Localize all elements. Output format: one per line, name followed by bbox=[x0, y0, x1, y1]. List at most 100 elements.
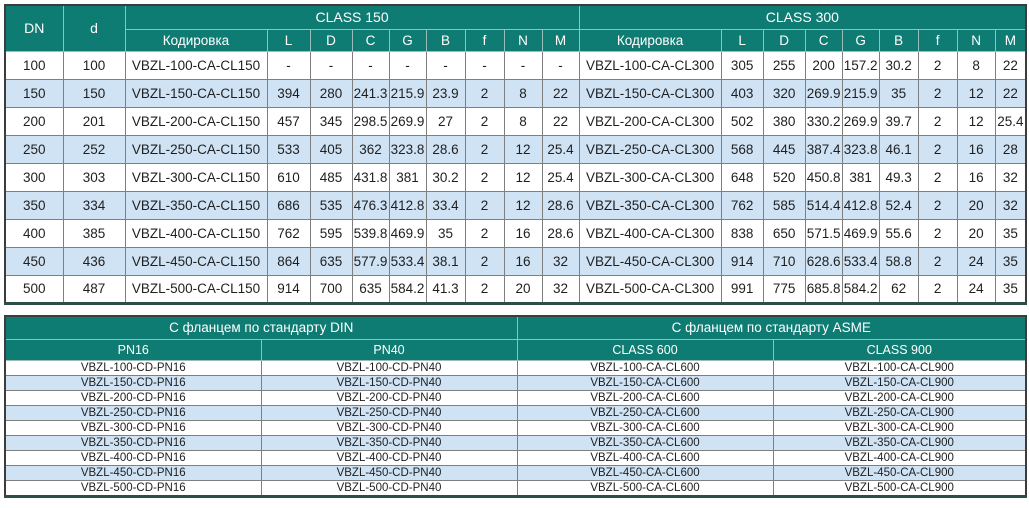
code-cell: VBZL-400-CA-CL150 bbox=[124, 218, 268, 248]
code-cell: VBZL-400-CA-CL900 bbox=[772, 450, 1027, 466]
table-row: 450 436 VBZL-450-CA-CL150 864 635 577.9 533.4 3… bbox=[4, 246, 1027, 276]
code-cell: VBZL-150-CD-PN16 bbox=[4, 375, 262, 391]
dim-cell: 32 bbox=[994, 190, 1027, 220]
dim-cell: 33.4 bbox=[425, 190, 466, 220]
code-cell: VBZL-350-CA-CL300 bbox=[578, 190, 722, 220]
code-cell: VBZL-200-CA-CL600 bbox=[516, 390, 774, 406]
table-row: VBZL-400-CD-PN16 VBZL-400-CD-PN40 VBZL-400… bbox=[4, 450, 1027, 466]
dim-cell: 16 bbox=[956, 162, 996, 192]
dim-cell: 12 bbox=[503, 190, 543, 220]
dim-cell: 381 bbox=[388, 162, 427, 192]
dim-cell: 28 bbox=[994, 134, 1027, 164]
flange-codes-table-body: VBZL-100-CD-PN16 VBZL-100-CD-PN40 VBZL-100… bbox=[4, 360, 1027, 497]
dim-cell: - bbox=[503, 50, 543, 80]
code-cell: VBZL-250-CA-CL150 bbox=[124, 134, 268, 164]
dim-cell: 35 bbox=[994, 218, 1027, 248]
header-c-class300: C bbox=[804, 28, 843, 52]
header-class600: CLASS 600 bbox=[516, 339, 774, 361]
dn-cell: 200 bbox=[4, 106, 64, 136]
dim-cell: 25.4 bbox=[994, 106, 1027, 136]
header-b-class150: B bbox=[425, 28, 466, 52]
header-group-din: С фланцем по стандарту DIN bbox=[4, 314, 518, 340]
d-cell: 303 bbox=[62, 162, 126, 192]
table-row: VBZL-200-CD-PN16 VBZL-200-CD-PN40 VBZL-200… bbox=[4, 390, 1027, 406]
code-cell: VBZL-450-CA-CL600 bbox=[516, 465, 774, 481]
dim-cell: - bbox=[464, 50, 505, 80]
dim-cell: 24 bbox=[956, 274, 996, 304]
dim-cell: 49.3 bbox=[878, 162, 919, 192]
code-cell: VBZL-200-CD-PN40 bbox=[260, 390, 518, 406]
dim-cell: 30.2 bbox=[425, 162, 466, 192]
code-cell: VBZL-350-CA-CL900 bbox=[772, 435, 1027, 451]
code-cell: VBZL-500-CA-CL300 bbox=[578, 274, 722, 304]
dim-cell: 394 bbox=[266, 78, 311, 108]
dim-cell: 55.6 bbox=[878, 218, 919, 248]
dim-cell: 41.3 bbox=[425, 274, 466, 304]
dim-cell: 445 bbox=[762, 134, 806, 164]
dim-cell: 2 bbox=[917, 50, 958, 80]
dim-cell: 23.9 bbox=[425, 78, 466, 108]
dim-cell: 38.1 bbox=[425, 246, 466, 276]
table-row: VBZL-450-CD-PN16 VBZL-450-CD-PN40 VBZL-450… bbox=[4, 465, 1027, 481]
dim-cell: 485 bbox=[309, 162, 353, 192]
table-row: 400 385 VBZL-400-CA-CL150 762 595 539.8 469.9 3… bbox=[4, 218, 1027, 248]
dim-cell: 32 bbox=[541, 274, 580, 304]
dim-cell: 269.9 bbox=[804, 78, 843, 108]
dim-cell: - bbox=[266, 50, 311, 80]
dim-cell: - bbox=[351, 50, 390, 80]
header-code-class300: Кодировка bbox=[578, 28, 722, 52]
dim-cell: 577.9 bbox=[351, 246, 390, 276]
dim-cell: 58.8 bbox=[878, 246, 919, 276]
dim-cell: 403 bbox=[720, 78, 764, 108]
dim-cell: 584.2 bbox=[841, 274, 880, 304]
code-cell: VBZL-150-CA-CL150 bbox=[124, 78, 268, 108]
code-cell: VBZL-250-CA-CL900 bbox=[772, 405, 1027, 421]
dim-cell: 22 bbox=[994, 78, 1027, 108]
d-cell: 487 bbox=[62, 274, 126, 304]
table-row: 150 150 VBZL-150-CA-CL150 394 280 241.3 215.9 2… bbox=[4, 78, 1027, 108]
dim-cell: 241.3 bbox=[351, 78, 390, 108]
dim-cell: 28.6 bbox=[541, 218, 580, 248]
code-cell: VBZL-300-CD-PN40 bbox=[260, 420, 518, 436]
dim-cell: 914 bbox=[266, 274, 311, 304]
dimensions-table: DN d CLASS 150 CLASS 300 Кодировка L D C… bbox=[4, 4, 1028, 305]
header-m-class300: M bbox=[994, 28, 1027, 52]
dim-cell: 345 bbox=[309, 106, 353, 136]
dim-cell: 330.2 bbox=[804, 106, 843, 136]
dim-cell: 595 bbox=[309, 218, 353, 248]
dim-cell: 35 bbox=[425, 218, 466, 248]
flange-codes-table-header: С фланцем по стандарту DIN С фланцем по … bbox=[4, 314, 1027, 361]
code-cell: VBZL-150-CA-CL300 bbox=[578, 78, 722, 108]
dim-cell: 648 bbox=[720, 162, 764, 192]
header-n-class300: N bbox=[956, 28, 996, 52]
code-cell: VBZL-350-CA-CL600 bbox=[516, 435, 774, 451]
dim-cell: 215.9 bbox=[841, 78, 880, 108]
dim-cell: 762 bbox=[720, 190, 764, 220]
dim-cell: 469.9 bbox=[388, 218, 427, 248]
dim-cell: 2 bbox=[917, 218, 958, 248]
table-row: VBZL-300-CD-PN16 VBZL-300-CD-PN40 VBZL-300… bbox=[4, 420, 1027, 436]
dim-cell: 46.1 bbox=[878, 134, 919, 164]
code-cell: VBZL-300-CA-CL600 bbox=[516, 420, 774, 436]
dim-cell: 28.6 bbox=[541, 190, 580, 220]
dim-cell: 280 bbox=[309, 78, 353, 108]
d-cell: 150 bbox=[62, 78, 126, 108]
code-cell: VBZL-200-CA-CL900 bbox=[772, 390, 1027, 406]
dim-cell: 469.9 bbox=[841, 218, 880, 248]
header-b-class300: B bbox=[878, 28, 919, 52]
dim-cell: 686 bbox=[266, 190, 311, 220]
dim-cell: 412.8 bbox=[841, 190, 880, 220]
header-l-class300: L bbox=[720, 28, 764, 52]
code-cell: VBZL-450-CD-PN16 bbox=[4, 465, 262, 481]
dim-cell: 914 bbox=[720, 246, 764, 276]
header-c-class150: C bbox=[351, 28, 390, 52]
dim-cell: 8 bbox=[503, 78, 543, 108]
dim-cell: 585 bbox=[762, 190, 806, 220]
code-cell: VBZL-500-CD-PN40 bbox=[260, 480, 518, 497]
dim-cell: 2 bbox=[917, 274, 958, 304]
code-cell: VBZL-450-CA-CL150 bbox=[124, 246, 268, 276]
code-cell: VBZL-500-CD-PN16 bbox=[4, 480, 262, 497]
header-group-class300: CLASS 300 bbox=[578, 4, 1027, 30]
d-cell: 201 bbox=[62, 106, 126, 136]
dim-cell: 381 bbox=[841, 162, 880, 192]
